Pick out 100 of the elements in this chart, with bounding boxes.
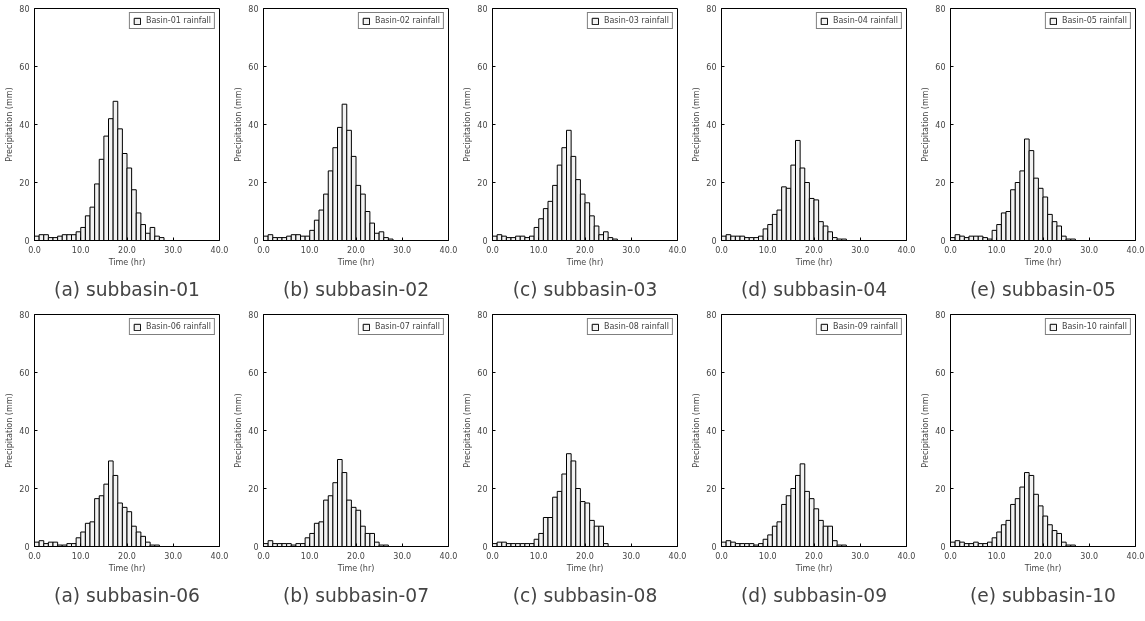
x-tick-label: 40.0 (1126, 245, 1145, 255)
y-tick-label: 20 (477, 179, 488, 188)
x-tick-label: 10.0 (758, 245, 777, 255)
text: (d) subbasin-09 (740, 584, 888, 606)
y-tick-label: 60 (706, 369, 717, 378)
legend-label: Basin-07 rainfall (374, 322, 440, 331)
y-axis-title: Precipitation (mm) (234, 393, 244, 468)
x-axis-title: Time (hr) (107, 563, 146, 573)
y-tick-label: 0 (24, 543, 30, 552)
x-tick-label: 10.0 (529, 551, 548, 561)
x-tick-label: 20.0 (118, 245, 136, 255)
x-tick-label: 20.0 (576, 245, 594, 255)
y-tick-label: 80 (935, 311, 946, 320)
x-axis-title: Time (hr) (336, 257, 375, 267)
x-tick-label: 40.0 (439, 245, 458, 255)
y-tick-label: 0 (711, 543, 717, 552)
y-tick-label: 80 (477, 311, 488, 320)
x-tick-label: 20.0 (1034, 245, 1052, 255)
y-tick-label: 0 (482, 543, 488, 552)
y-tick-label: 60 (935, 369, 946, 378)
x-tick-label: 10.0 (758, 551, 777, 561)
legend-label: Basin-05 rainfall (1061, 16, 1127, 25)
x-tick-label: 20.0 (347, 245, 365, 255)
x-axis-title: Time (hr) (565, 563, 604, 573)
y-tick-label: 20 (19, 485, 30, 494)
text: (c) subbasin-08 (512, 584, 658, 606)
legend-label: Basin-02 rainfall (374, 16, 440, 25)
y-tick-label: 20 (935, 485, 946, 494)
x-tick-label: 0.0 (944, 551, 957, 561)
y-tick-label: 0 (482, 237, 488, 246)
y-tick-label: 80 (706, 5, 717, 14)
x-tick-label: 30.0 (164, 551, 183, 561)
x-tick-label: 40.0 (439, 551, 458, 561)
x-tick-label: 40.0 (897, 551, 916, 561)
x-tick-label: 30.0 (393, 245, 412, 255)
y-tick-label: 20 (19, 179, 30, 188)
text: (b) subbasin-07 (282, 584, 430, 606)
x-tick-label: 0.0 (257, 551, 270, 561)
x-tick-label: 0.0 (28, 551, 41, 561)
x-tick-label: 10.0 (71, 245, 90, 255)
legend-label: Basin-01 rainfall (145, 16, 211, 25)
legend-label: Basin-09 rainfall (832, 322, 898, 331)
x-tick-label: 10.0 (71, 551, 90, 561)
text: (c) subbasin-03 (512, 278, 658, 300)
y-tick-label: 40 (248, 427, 259, 436)
x-axis-title: Time (hr) (1023, 563, 1062, 573)
y-tick-label: 40 (706, 427, 717, 436)
x-tick-label: 40.0 (668, 245, 687, 255)
y-axis-title: Precipitation (mm) (692, 393, 702, 468)
y-tick-label: 0 (940, 543, 946, 552)
x-axis-title: Time (hr) (565, 257, 604, 267)
y-tick-label: 0 (253, 543, 259, 552)
y-tick-label: 60 (19, 369, 30, 378)
x-tick-label: 40.0 (897, 245, 916, 255)
x-tick-label: 10.0 (529, 245, 548, 255)
y-tick-label: 60 (19, 63, 30, 72)
text: (e) subbasin-10 (970, 584, 1116, 606)
y-axis-title: Precipitation (mm) (463, 87, 473, 162)
legend-label: Basin-04 rainfall (832, 16, 898, 25)
x-tick-label: 30.0 (622, 551, 641, 561)
x-tick-label: 20.0 (347, 551, 365, 561)
x-tick-label: 0.0 (944, 245, 957, 255)
x-tick-label: 10.0 (987, 245, 1006, 255)
legend-label: Basin-10 rainfall (1061, 322, 1127, 331)
y-tick-label: 40 (477, 427, 488, 436)
y-tick-label: 0 (24, 237, 30, 246)
x-tick-label: 40.0 (668, 551, 687, 561)
y-tick-label: 20 (248, 485, 259, 494)
x-tick-label: 30.0 (851, 245, 870, 255)
x-tick-label: 30.0 (1080, 245, 1099, 255)
x-tick-label: 0.0 (257, 245, 270, 255)
legend-label: Basin-03 rainfall (603, 16, 669, 25)
y-tick-label: 40 (935, 427, 946, 436)
x-tick-label: 40.0 (210, 551, 229, 561)
x-tick-label: 0.0 (486, 551, 499, 561)
y-tick-label: 40 (19, 427, 30, 436)
y-tick-label: 60 (706, 63, 717, 72)
y-tick-label: 60 (248, 63, 259, 72)
x-tick-label: 20.0 (118, 551, 136, 561)
text: (d) subbasin-04 (740, 278, 888, 300)
y-tick-label: 40 (935, 121, 946, 130)
y-tick-label: 80 (248, 5, 259, 14)
x-tick-label: 10.0 (987, 551, 1006, 561)
y-tick-label: 40 (477, 121, 488, 130)
legend-label: Basin-06 rainfall (145, 322, 211, 331)
y-tick-label: 80 (248, 311, 259, 320)
y-tick-label: 40 (706, 121, 717, 130)
y-tick-label: 80 (935, 5, 946, 14)
y-axis-title: Precipitation (mm) (463, 393, 473, 468)
text: (b) subbasin-02 (282, 278, 430, 300)
y-axis-title: Precipitation (mm) (5, 87, 15, 162)
x-tick-label: 0.0 (486, 245, 499, 255)
y-tick-label: 60 (935, 63, 946, 72)
x-axis-title: Time (hr) (107, 257, 146, 267)
y-tick-label: 0 (711, 237, 717, 246)
text: (a) subbasin-01 (54, 278, 200, 300)
y-tick-label: 60 (477, 369, 488, 378)
x-tick-label: 0.0 (715, 245, 728, 255)
x-tick-label: 20.0 (805, 551, 823, 561)
y-tick-label: 40 (19, 121, 30, 130)
